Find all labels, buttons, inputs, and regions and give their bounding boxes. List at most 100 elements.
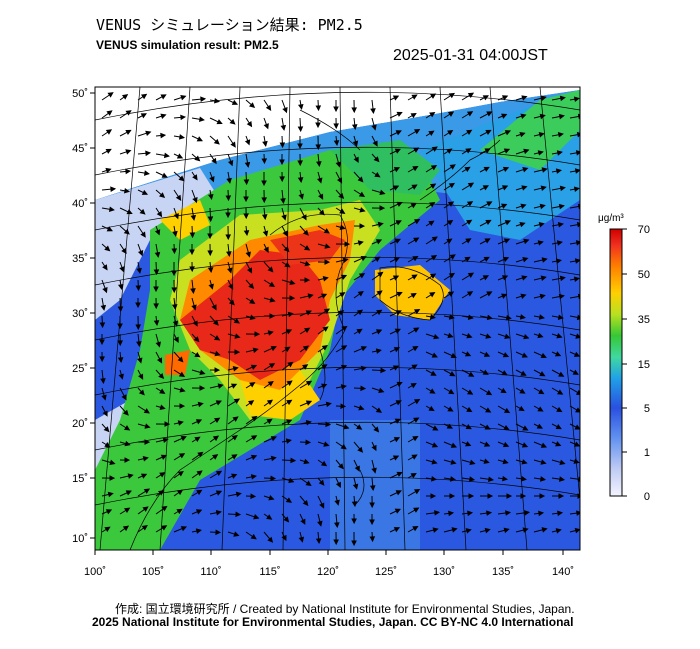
- wind-arrow-head: [556, 240, 563, 246]
- wind-arrow-head: [102, 264, 108, 271]
- wind-arrow-head: [374, 256, 381, 263]
- wind-arrow-head: [263, 246, 269, 253]
- wind-arrow-head: [267, 330, 274, 336]
- wind-arrow-head: [537, 150, 544, 156]
- wind-arrow-head: [540, 442, 548, 448]
- wind-arrow-head: [232, 416, 239, 422]
- wind-arrow-head: [270, 475, 277, 482]
- wind-arrow-head: [246, 121, 253, 128]
- wind-arrow-head: [356, 424, 363, 430]
- wind-arrow-head: [375, 239, 383, 245]
- wind-arrows: [99, 92, 580, 547]
- wind-arrow-head: [539, 113, 546, 120]
- wind-arrow-head: [153, 269, 160, 276]
- title-english: VENUS simulation result: PM2.5: [96, 38, 279, 52]
- wind-arrow-head: [125, 490, 132, 496]
- wind-arrow-head: [449, 164, 456, 170]
- wind-arrow-head: [485, 219, 492, 225]
- wind-arrow-head: [142, 456, 149, 462]
- wind-arrow-head: [320, 460, 328, 467]
- wind-arrow-head: [178, 453, 186, 459]
- wind-arrow-head: [469, 459, 476, 466]
- wind-arrow-head: [179, 403, 186, 409]
- wind-arrow-head: [266, 399, 274, 406]
- wind-arrow-head: [160, 525, 168, 531]
- wind-arrow-head: [371, 444, 377, 452]
- wind-arrow-head: [448, 388, 455, 395]
- forecast-timestamp: 2025-01-31 04:00JST: [393, 47, 548, 64]
- wind-arrow-head: [537, 332, 544, 339]
- wind-arrow-head: [573, 458, 580, 464]
- wind-arrow-head: [523, 238, 530, 245]
- wind-arrow-head: [118, 373, 124, 380]
- wind-arrow-head: [502, 256, 510, 263]
- wind-arrow-head: [225, 234, 231, 241]
- wind-arrow-head: [369, 519, 375, 526]
- wind-arrow-head: [484, 441, 491, 447]
- wind-arrow-head: [235, 491, 242, 498]
- wind-arrow-head: [304, 277, 311, 283]
- wind-arrow-head: [103, 426, 110, 433]
- wind-arrow-head: [209, 176, 215, 183]
- wind-arrow-head: [213, 138, 220, 145]
- wind-arrow-head: [538, 314, 545, 320]
- wind-arrow-head: [429, 183, 437, 189]
- wind-arrow-head: [233, 398, 241, 404]
- wind-arrow-head: [117, 306, 124, 313]
- wind-arrow-head: [338, 310, 345, 316]
- wind-arrow-head: [538, 221, 545, 228]
- wind-arrow-head: [142, 506, 149, 512]
- wind-arrow-head: [519, 221, 526, 228]
- wind-arrow-head: [393, 527, 401, 533]
- wind-arrow-head: [482, 369, 489, 375]
- wind-arrow-head: [352, 483, 359, 490]
- axis-ticks: [90, 92, 564, 555]
- wind-arrow-head: [137, 250, 144, 257]
- wind-arrow-head: [335, 161, 341, 168]
- wind-arrow-head: [500, 387, 507, 394]
- wind-arrow-head: [100, 304, 107, 311]
- wind-arrow-head: [488, 476, 494, 483]
- wind-arrow-head: [410, 112, 417, 119]
- wind-arrow-head: [360, 385, 367, 392]
- wind-arrow-head: [159, 388, 166, 394]
- wind-arrow-head: [194, 436, 201, 443]
- wind-arrow-head: [323, 228, 330, 234]
- wind-arrow-head: [244, 161, 251, 168]
- wind-arrow-head: [555, 168, 562, 174]
- wind-arrow-head: [231, 473, 238, 479]
- colorbar-tick: 70: [638, 224, 650, 236]
- wind-arrow-head: [541, 167, 548, 173]
- wind-arrow-head: [297, 143, 303, 150]
- wind-arrow-head: [446, 238, 453, 244]
- wind-arrow-head: [144, 439, 151, 445]
- wind-arrow-head: [464, 166, 471, 173]
- wind-arrow-head: [262, 230, 269, 237]
- wind-arrow-head: [117, 357, 124, 364]
- wind-arrow-head: [99, 356, 105, 363]
- wind-arrow-head: [501, 275, 509, 281]
- wind-arrow-head: [126, 209, 133, 215]
- wind-arrow-head: [521, 185, 528, 191]
- wind-arrow-head: [503, 407, 511, 414]
- wind-arrow-head: [360, 255, 367, 262]
- lat-label: 25˚: [72, 363, 88, 375]
- wind-arrow-head: [178, 371, 186, 377]
- wind-arrow-head: [430, 370, 437, 376]
- wind-arrow-head: [229, 118, 236, 125]
- wind-arrow-head: [189, 249, 195, 256]
- wind-arrow-head: [192, 320, 198, 327]
- wind-arrow-head: [351, 540, 357, 547]
- colorbar-tick: 50: [638, 269, 650, 281]
- wind-arrow-head: [395, 130, 402, 136]
- wind-arrow-head: [208, 283, 214, 290]
- wind-arrow-head: [214, 367, 221, 373]
- wind-arrow-head: [250, 454, 258, 461]
- wind-arrow-head: [124, 440, 131, 447]
- wind-arrow-head: [304, 260, 311, 267]
- wind-arrow-head: [411, 274, 418, 280]
- wind-arrow-head: [485, 389, 493, 396]
- wind-arrow-head: [340, 345, 348, 351]
- wind-arrow-head: [502, 475, 509, 482]
